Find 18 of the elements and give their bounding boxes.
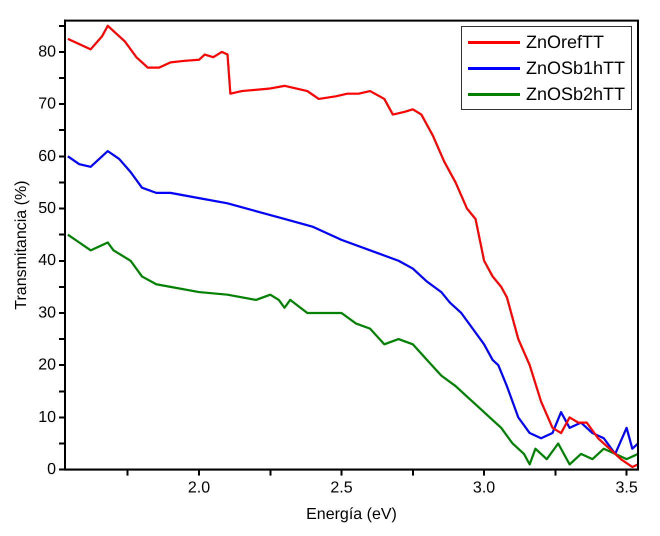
x-tick-label: 3.0: [472, 480, 496, 497]
x-tick-label: 2.0: [188, 480, 210, 497]
y-tick-label: 0: [47, 461, 56, 478]
y-axis-title: Transmitancia (%): [13, 180, 30, 310]
legend-label: ZnOSb1hTT: [526, 57, 625, 80]
y-tick-label: 70: [38, 96, 56, 113]
y-tick-label: 30: [38, 304, 56, 322]
y-tick-label: 50: [38, 200, 56, 217]
y-tick-label: 60: [38, 148, 56, 165]
y-tick-label: 80: [38, 43, 56, 60]
x-tick-label: 2.5: [330, 480, 353, 497]
y-tick-label: 20: [38, 356, 56, 374]
x-tick-label: 3.5: [615, 480, 638, 497]
legend-label: ZnOSb2hTT: [526, 83, 625, 106]
legend-label: ZnOrefTT: [526, 31, 604, 54]
y-tick-label: 10: [38, 408, 56, 426]
x-axis-title: Energía (eV): [306, 506, 397, 523]
y-tick-label: 40: [38, 252, 56, 270]
